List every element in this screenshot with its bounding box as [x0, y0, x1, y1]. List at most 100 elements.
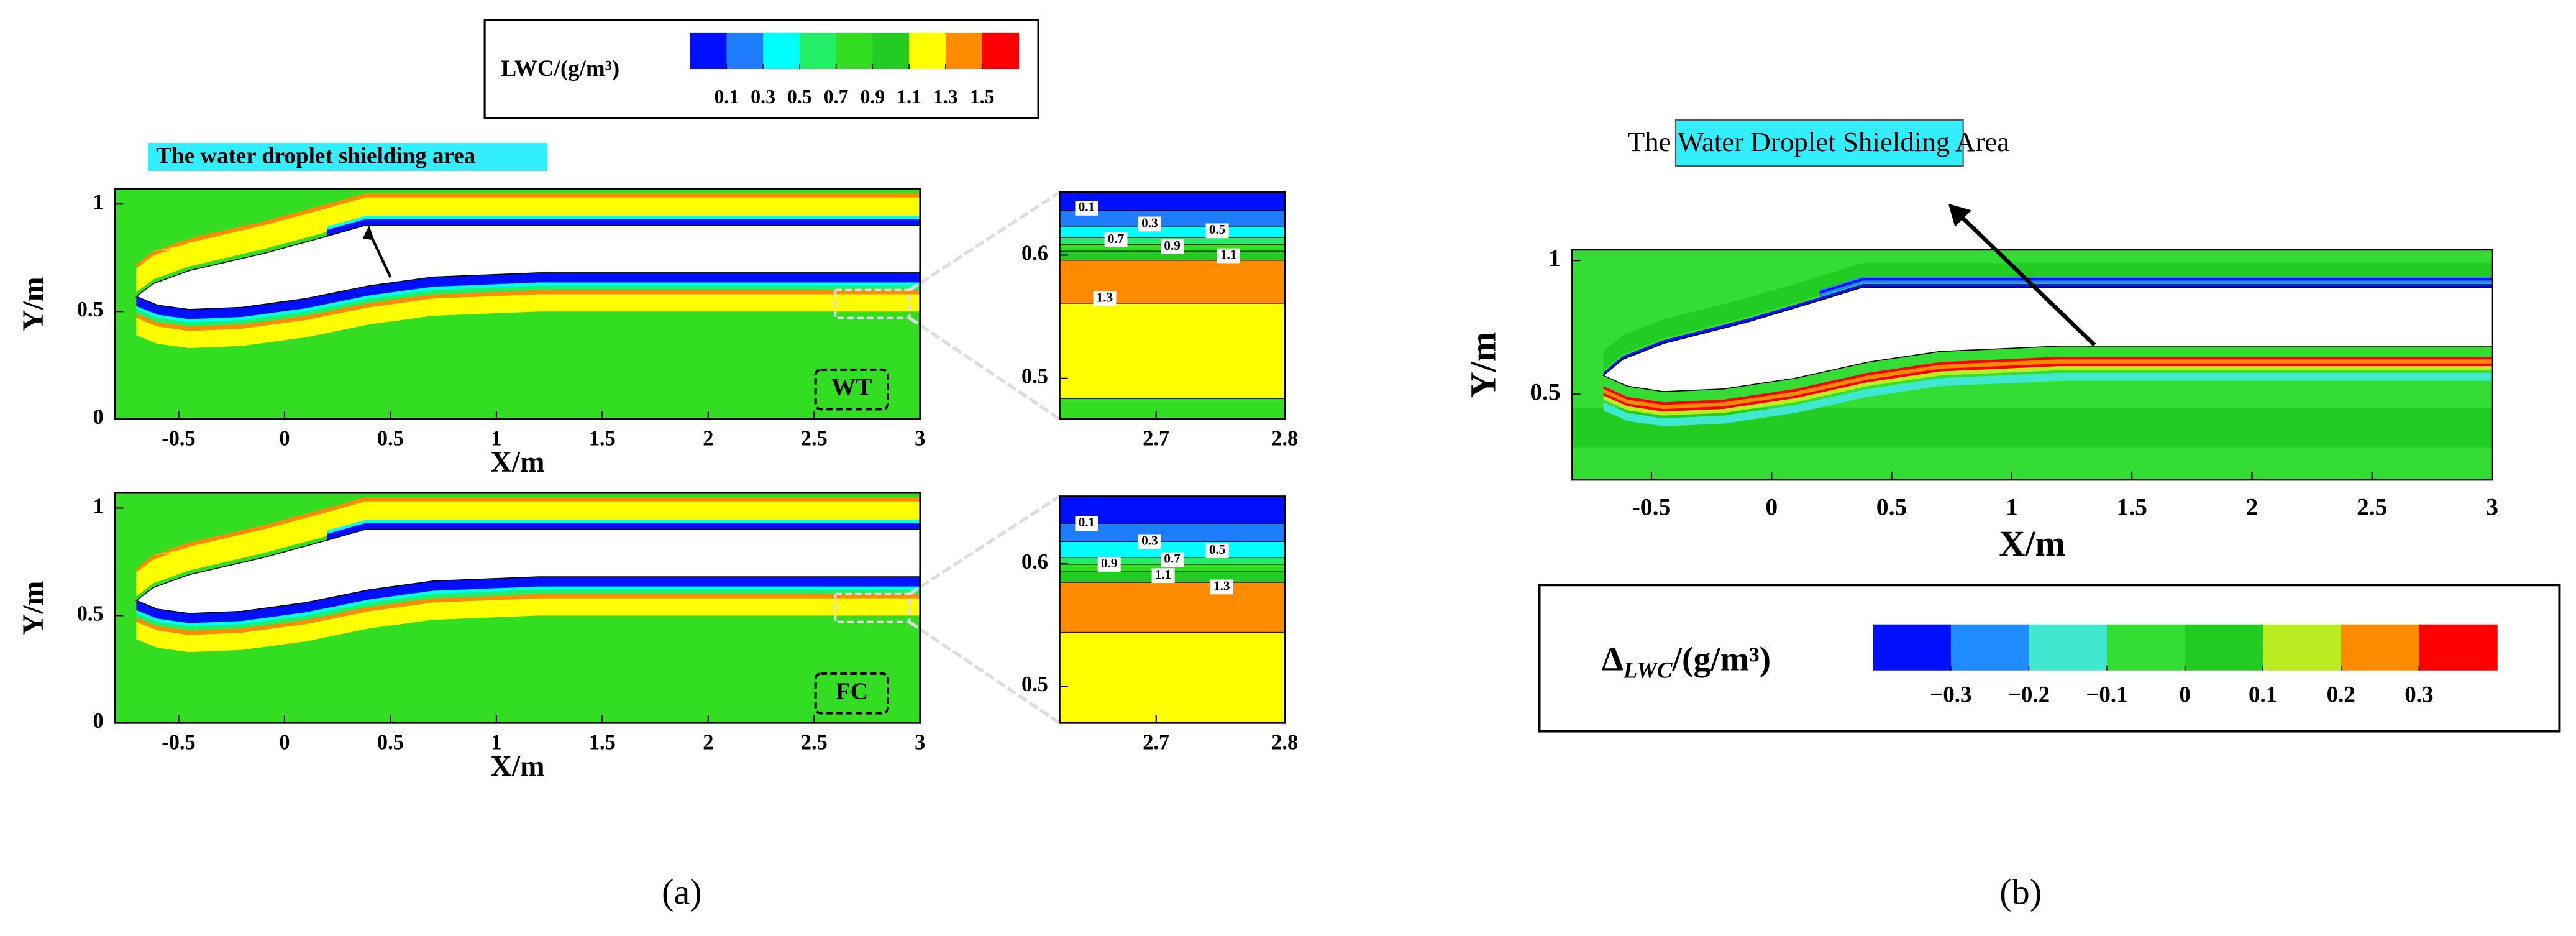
y-tick-label: 1: [93, 190, 104, 214]
contour-label: 0.5: [1209, 542, 1225, 557]
case-box: [814, 672, 889, 715]
colorbar-swatch: [726, 32, 764, 70]
contour-label-bg: [1138, 216, 1161, 232]
contour-label-bg: [1104, 232, 1128, 247]
x-tick-label: 2: [2246, 493, 2259, 521]
zoom-box: [834, 288, 911, 319]
contour-band: [1059, 632, 1285, 723]
contour-band: [327, 523, 920, 541]
y-tick-label: 0.5: [77, 602, 104, 625]
body: [135, 529, 920, 614]
y-tick-label: 0: [93, 709, 104, 733]
x-tick-label: 0.5: [377, 426, 404, 450]
contour-label-bg: [1205, 223, 1229, 239]
x-tick-label: 2.7: [1143, 731, 1169, 755]
colorbar-swatch: [2107, 624, 2186, 671]
zoom-connector: [908, 316, 1061, 421]
x-tick-label: 3: [915, 426, 925, 450]
x-tick-label: 0: [1765, 493, 1778, 521]
x-tick-label: 2.5: [801, 426, 828, 450]
y-tick-label: 0.5: [1021, 672, 1048, 696]
zoom-connector: [908, 495, 1061, 595]
contour-band: [1819, 278, 2493, 295]
x-tick-label: 2: [703, 426, 713, 450]
contour-label-bg: [1217, 248, 1240, 264]
colorbar-label: 0.3: [751, 86, 775, 108]
plot-frame: [1059, 495, 1286, 724]
contour-label: 1.3: [1213, 578, 1230, 593]
x-tick-label: 3: [2486, 493, 2498, 521]
contour-band: [1059, 303, 1285, 400]
zoom-box: [834, 592, 911, 623]
field: [1572, 249, 2493, 480]
y-tick-label: 0: [93, 405, 104, 429]
contour-label: 0.3: [1141, 215, 1158, 230]
y-tick-label: 0.6: [1021, 550, 1048, 574]
contour-band: [136, 282, 920, 323]
colorbar-title-part: /(g/m³): [1672, 640, 1771, 678]
x-axis-label: X/m: [490, 750, 544, 782]
colorbar-title-part: LWC: [1623, 658, 1673, 683]
contour-band: [1603, 359, 2493, 410]
caption: (a): [662, 871, 702, 912]
contour-label: 0.7: [1164, 551, 1181, 566]
y-axis-label: Y/m: [17, 581, 50, 635]
contour-band: [136, 594, 920, 635]
colorbar-swatch: [836, 32, 874, 70]
contour-label: 1.3: [1097, 290, 1113, 305]
x-tick-label: 0.5: [1876, 493, 1907, 521]
x-tick-label: 1: [491, 731, 501, 755]
contour-band: [136, 290, 920, 331]
y-tick-label: 0.5: [1021, 365, 1048, 388]
contour-band: [1603, 372, 2493, 426]
contour-label-bg: [1161, 239, 1184, 254]
plot-frame: [1571, 249, 2493, 481]
contour-label-bg: [1075, 200, 1098, 216]
x-tick-label: -0.5: [1632, 493, 1671, 521]
case-box: [814, 368, 889, 411]
y-axis-label: Y/m: [1463, 332, 1503, 398]
contour-label: 0.7: [1108, 231, 1125, 246]
contour-band: [136, 294, 920, 348]
colorbar-label: 0.3: [2405, 682, 2433, 708]
plot-frame: [114, 188, 921, 420]
contour-band: [136, 272, 920, 319]
field: [115, 493, 920, 723]
colorbar-label: 1.5: [970, 86, 995, 108]
contour-band: [1059, 226, 1285, 239]
x-axis-label: X/m: [490, 446, 544, 479]
x-tick-label: 2.5: [2357, 493, 2388, 521]
x-tick-label: 1.5: [589, 426, 616, 450]
contour-label: 0.1: [1079, 200, 1095, 214]
x-tick-label: 2.7: [1143, 426, 1169, 450]
field: 0.1 0.3 0.5 0.7 0.9 1.1 1.3: [1059, 496, 1285, 723]
zoom-connector: [908, 191, 1061, 291]
field: 0.1 0.3 0.5 0.7 0.9 1.1 1.3: [1059, 192, 1285, 420]
x-tick-label: 1: [2006, 493, 2018, 521]
contour-band: [136, 598, 920, 653]
colorbar-label: 0.1: [2249, 682, 2277, 708]
contour-band: [1059, 564, 1285, 572]
annotation-bg: [148, 143, 547, 171]
contour-band: [327, 216, 920, 230]
colorbar-swatch: [690, 32, 728, 70]
contour-band: [136, 586, 920, 626]
colorbar-label: 0.1: [715, 86, 739, 108]
y-axis-label: Y/m: [17, 277, 50, 331]
contour-label: 0.9: [1101, 556, 1117, 571]
contour-label-bg: [1151, 568, 1175, 584]
y-tick-label: 0.5: [77, 298, 104, 321]
plot-frame: [1059, 191, 1286, 420]
plot-frame: [114, 492, 921, 724]
x-tick-label: 1.5: [2116, 493, 2147, 521]
colorbar-label: 1.3: [933, 86, 958, 108]
colorbar-swatch: [945, 32, 983, 70]
contour-label-bg: [1161, 552, 1184, 567]
case-label: WT: [831, 374, 872, 401]
colorbar-swatch: [872, 32, 910, 70]
arrow: [1958, 213, 2096, 347]
colorbar-label: 0.2: [2327, 682, 2355, 708]
colorbar-title: ΔLWC/(g/m³): [1602, 640, 1771, 683]
colorbar-swatch: [982, 32, 1020, 70]
